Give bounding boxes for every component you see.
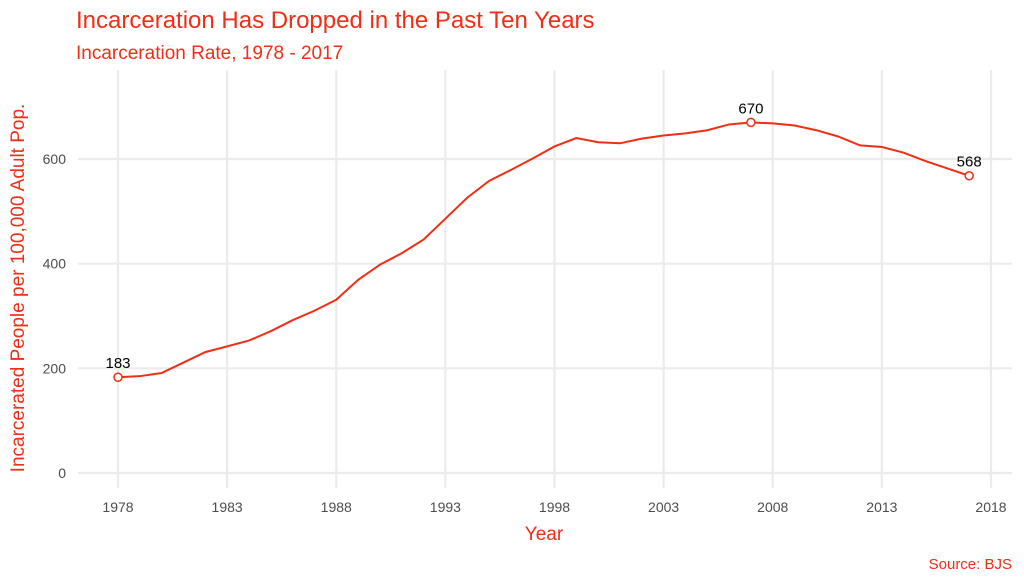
y-tick-label: 600	[43, 151, 67, 167]
point-label: 568	[957, 154, 982, 171]
x-axis-title: Year	[525, 524, 564, 545]
chart-title: Incarceration Has Dropped in the Past Te…	[76, 7, 595, 34]
point-marker	[964, 170, 974, 181]
x-tick-label: 1998	[539, 499, 570, 515]
x-tick-label: 2018	[975, 499, 1006, 515]
x-tick-label: 1993	[430, 499, 461, 515]
source-caption: Source: BJS	[928, 556, 1012, 573]
x-axis-ticks: 1978 1983 1988 1993 1998 2003 2008 2013 2018	[102, 499, 1006, 515]
x-tick-label: 1983	[212, 499, 243, 515]
y-axis-ticks: 0 200 400 600	[43, 151, 67, 481]
x-tick-label: 2013	[866, 499, 897, 515]
x-tick-label: 2008	[757, 499, 788, 515]
y-tick-label: 400	[43, 256, 67, 272]
x-tick-label: 2003	[648, 499, 679, 515]
labeled-points: 183 670 568	[105, 100, 982, 382]
y-tick-label: 200	[43, 360, 67, 376]
point-label: 183	[105, 355, 130, 372]
point-marker	[746, 117, 756, 128]
x-tick-label: 1988	[321, 499, 352, 515]
x-tick-label: 1978	[102, 499, 133, 515]
y-axis-title: Incarcerated People per 100,000 Adult Po…	[8, 104, 29, 473]
grid	[78, 70, 1012, 488]
y-tick-label: 0	[58, 465, 66, 481]
point-label: 670	[738, 100, 763, 117]
series-line	[117, 121, 970, 379]
point-marker	[113, 372, 123, 382]
chart-subtitle: Incarceration Rate, 1978 - 2017	[76, 43, 344, 64]
